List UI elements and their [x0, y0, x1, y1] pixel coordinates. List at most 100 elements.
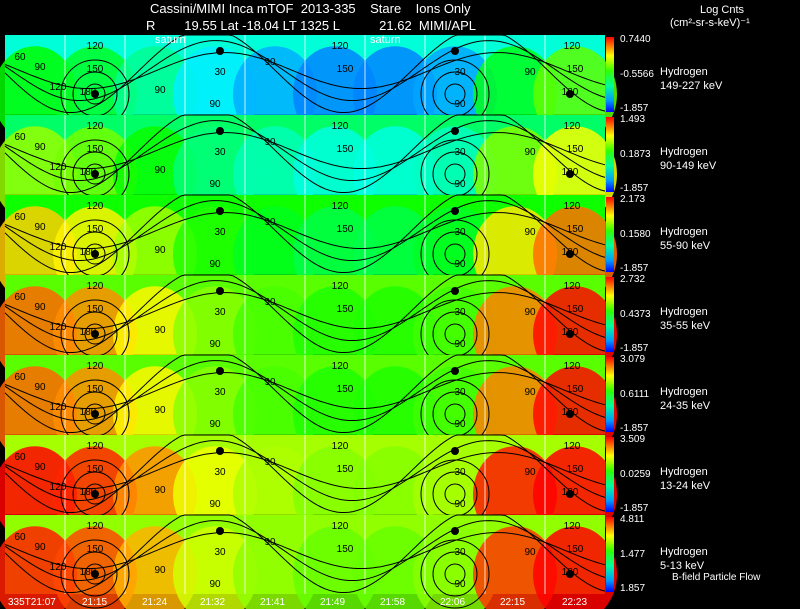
colorbar-mid-label: 0.1580: [620, 228, 651, 240]
contour-ring: [84, 483, 106, 505]
contour-value-label: 90: [524, 227, 536, 238]
contour-value-label: 120: [50, 482, 67, 493]
contour-ring: [84, 83, 106, 105]
contour-value-label: 90: [34, 382, 46, 393]
contour-line: [4, 354, 606, 433]
contour-value-label: 120: [87, 121, 104, 132]
flow-marker: [91, 170, 99, 178]
contour-value-label: 90: [524, 467, 536, 478]
colorbar-max-label: 2.732: [620, 274, 646, 285]
contour-value-label: 90: [34, 302, 46, 313]
contour-ring: [60, 539, 130, 609]
contour-ring: [72, 551, 118, 597]
contour-value-label: 90: [264, 457, 276, 468]
colorbar: [606, 437, 614, 512]
flow-marker: [91, 410, 99, 418]
species-label: Hydrogen: [660, 226, 708, 238]
contour-value-label: 90: [524, 387, 536, 398]
time-tick-label: 21:24: [142, 597, 168, 608]
contour-value-label: 30: [454, 227, 466, 238]
contour-value-label: 150: [337, 144, 354, 155]
contour-value-label: 90: [209, 99, 221, 110]
contour-value-label: 120: [87, 441, 104, 452]
contour-value-label: 150: [567, 464, 584, 475]
pole-marker: [216, 287, 224, 295]
contour-value-label: 150: [87, 544, 104, 555]
contour-value-label: 180: [80, 567, 97, 578]
contour-value-label: 120: [332, 521, 349, 532]
footer-label: B-field Particle Flow: [672, 572, 761, 583]
contour-value-label: 90: [264, 297, 276, 308]
contour-value-label: 90: [34, 142, 46, 153]
contour-value-label: 30: [214, 67, 226, 78]
flow-marker: [566, 570, 574, 578]
contour-line: [4, 274, 606, 353]
contour-line: [4, 34, 606, 113]
energy-range-label: 149-227 keV: [660, 80, 723, 92]
colorbar-min-label: -1.857: [620, 503, 649, 514]
colorbar: [606, 517, 614, 592]
species-label: Hydrogen: [660, 146, 708, 158]
contour-value-label: 60: [14, 132, 26, 143]
contour-value-label: 150: [87, 464, 104, 475]
pole-marker: [451, 207, 459, 215]
contour-value-label: 180: [80, 407, 97, 418]
colorbar: [606, 117, 614, 192]
contour-value-label: 90: [209, 179, 221, 190]
flow-marker: [566, 330, 574, 338]
contour-value-label: 180: [562, 87, 579, 98]
contour-value-label: 120: [564, 201, 581, 212]
contour-value-label: 90: [34, 62, 46, 73]
colorbar-min-label: 1.857: [620, 583, 646, 594]
contour-value-label: 30: [214, 147, 226, 158]
pole-marker: [451, 527, 459, 535]
pole-marker: [451, 47, 459, 55]
contour-value-label: 30: [214, 307, 226, 318]
contour-ring: [84, 563, 106, 585]
contour-value-label: 180: [562, 407, 579, 418]
contour-value-label: 90: [454, 179, 466, 190]
contour-value-label: 30: [454, 147, 466, 158]
contour-value-label: 120: [50, 562, 67, 573]
contour-value-label: 30: [454, 307, 466, 318]
colorbar: [606, 197, 614, 272]
colorbar-max-label: 1.493: [620, 114, 646, 125]
contour-value-label: 30: [214, 227, 226, 238]
colorbar-min-label: -1.857: [620, 183, 649, 194]
contour-value-label: 120: [332, 121, 349, 132]
colorbar-min-label: -1.857: [620, 343, 649, 354]
contour-value-label: 90: [264, 537, 276, 548]
contour-value-label: 90: [264, 377, 276, 388]
contour-value-label: 90: [34, 222, 46, 233]
contour-value-label: 90: [34, 462, 46, 473]
contour-value-label: 120: [332, 41, 349, 52]
contour-value-label: 90: [454, 419, 466, 430]
contour-value-label: 150: [87, 144, 104, 155]
flow-marker: [566, 90, 574, 98]
time-tick-label: 21:15: [82, 597, 108, 608]
energy-range-label: 90-149 keV: [660, 160, 717, 172]
contour-value-label: 180: [562, 247, 579, 258]
colorbar-units-line2: (cm²-sr-s-keV)⁻¹: [670, 17, 750, 29]
saturn-label: saturn: [370, 34, 401, 46]
contour-value-label: 120: [87, 281, 104, 292]
pole-marker: [451, 447, 459, 455]
contour-value-label: 120: [564, 361, 581, 372]
species-label: Hydrogen: [660, 466, 708, 478]
colorbar-mid-label: -0.5566: [620, 68, 654, 80]
contour-value-label: 120: [564, 41, 581, 52]
contour-ring: [444, 403, 466, 425]
contour-value-label: 90: [264, 57, 276, 68]
flow-marker: [566, 410, 574, 418]
contour-value-label: 90: [209, 339, 221, 350]
contour-value-label: 120: [332, 441, 349, 452]
contour-value-label: 150: [567, 224, 584, 235]
contour-value-label: 150: [337, 64, 354, 75]
pole-marker: [216, 367, 224, 375]
species-label: Hydrogen: [660, 546, 708, 558]
time-tick-label: 22:06: [440, 597, 466, 608]
contour-line: [4, 434, 606, 513]
contour-value-label: 90: [524, 307, 536, 318]
contour-value-label: 120: [332, 201, 349, 212]
contour-value-label: 90: [154, 485, 166, 496]
